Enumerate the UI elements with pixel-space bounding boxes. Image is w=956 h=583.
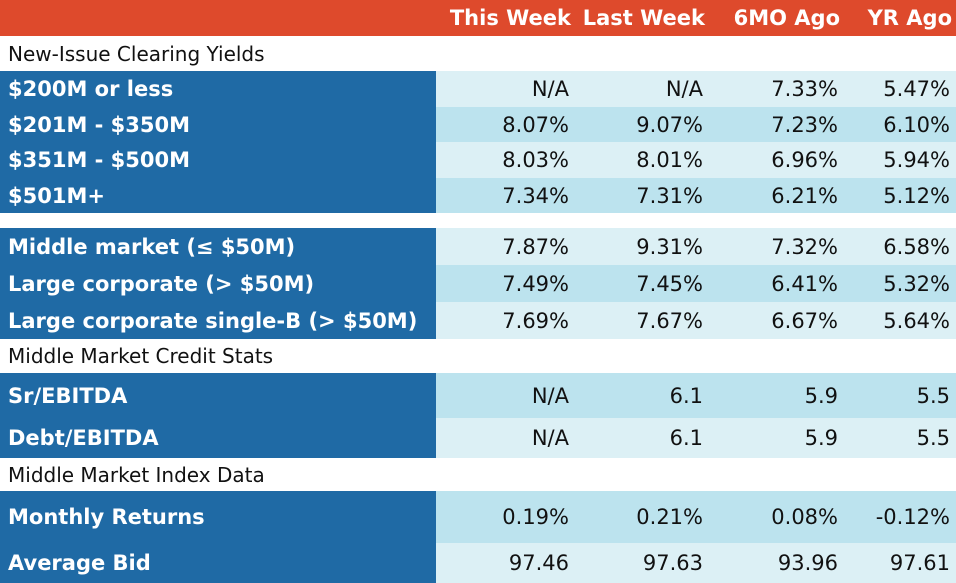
- value-cell: 7.69%: [436, 302, 577, 339]
- section-title: Middle Market Credit Stats: [8, 344, 274, 368]
- row-label: Debt/EBITDA: [0, 418, 436, 458]
- value-cell: 9.07%: [577, 107, 711, 142]
- value-cell: 9.31%: [577, 228, 711, 265]
- value-cell: 7.33%: [711, 71, 846, 107]
- value-cell: 7.32%: [711, 228, 846, 265]
- row-label: $200M or less: [0, 71, 436, 107]
- value-cell: 6.21%: [711, 178, 846, 213]
- value-cell: 5.94%: [846, 142, 956, 178]
- value-cell: 6.10%: [846, 107, 956, 142]
- value-cell: 0.08%: [711, 491, 846, 543]
- value-cell: 7.23%: [711, 107, 846, 142]
- table-row: Middle market (≤ $50M) 7.87% 9.31% 7.32% 6.5…: [0, 228, 956, 265]
- value-cell: 7.87%: [436, 228, 577, 265]
- table-row: Monthly Returns 0.19% 0.21% 0.08% -0.12%: [0, 491, 956, 543]
- row-label: Average Bid: [0, 543, 436, 583]
- table-row: Sr/EBITDA N/A 6.1 5.9 5.5: [0, 373, 956, 418]
- value-cell: 8.01%: [577, 142, 711, 178]
- value-cell: 7.31%: [577, 178, 711, 213]
- row-label: Sr/EBITDA: [0, 373, 436, 418]
- value-cell: 5.9: [711, 373, 846, 418]
- value-cell: 93.96: [711, 543, 846, 583]
- value-cell: 97.46: [436, 543, 577, 583]
- value-cell: 7.67%: [577, 302, 711, 339]
- value-cell: 5.32%: [846, 265, 956, 302]
- table-row: Large corporate single-B (> $50M) 7.69% 7.…: [0, 302, 956, 339]
- value-cell: 8.03%: [436, 142, 577, 178]
- section-title-row: Middle Market Credit Stats: [0, 339, 956, 373]
- section-title-row: New-Issue Clearing Yields: [0, 36, 956, 71]
- column-header: YR Ago: [867, 6, 952, 30]
- column-header: 6MO Ago: [733, 6, 840, 30]
- value-cell: 5.9: [711, 418, 846, 458]
- value-cell: 7.34%: [436, 178, 577, 213]
- value-cell: 7.45%: [577, 265, 711, 302]
- table-row: $200M or less N/A N/A 7.33% 5.47%: [0, 71, 956, 107]
- value-cell: -0.12%: [846, 491, 956, 543]
- value-cell: 97.61: [846, 543, 956, 583]
- section-title-row: Middle Market Index Data: [0, 458, 956, 491]
- value-cell: 6.58%: [846, 228, 956, 265]
- value-cell: 6.96%: [711, 142, 846, 178]
- value-cell: 5.64%: [846, 302, 956, 339]
- value-cell: 5.12%: [846, 178, 956, 213]
- row-label: $201M - $350M: [0, 107, 436, 142]
- value-cell: 6.41%: [711, 265, 846, 302]
- row-label: Large corporate (> $50M): [0, 265, 436, 302]
- row-label: $351M - $500M: [0, 142, 436, 178]
- table-row: Large corporate (> $50M) 7.49% 7.45% 6.41% 5…: [0, 265, 956, 302]
- section-title: New-Issue Clearing Yields: [8, 41, 265, 66]
- table-row: Average Bid 97.46 97.63 93.96 97.61: [0, 543, 956, 583]
- value-cell: 8.07%: [436, 107, 577, 142]
- value-cell: N/A: [436, 71, 577, 107]
- row-label: Large corporate single-B (> $50M): [0, 302, 436, 339]
- table-row: $351M - $500M 8.03% 8.01% 6.96% 5.94%: [0, 142, 956, 178]
- value-cell: N/A: [436, 373, 577, 418]
- value-cell: 5.5: [846, 373, 956, 418]
- row-label: $501M+: [0, 178, 436, 213]
- section-divider: [0, 213, 956, 228]
- table-row: $501M+ 7.34% 7.31% 6.21% 5.12%: [0, 178, 956, 213]
- section-title: Middle Market Index Data: [8, 462, 265, 487]
- value-cell: 6.1: [577, 373, 711, 418]
- table-row: $201M - $350M 8.07% 9.07% 7.23% 6.10%: [0, 107, 956, 142]
- value-cell: 5.5: [846, 418, 956, 458]
- row-label: Monthly Returns: [0, 491, 436, 543]
- value-cell: 97.63: [577, 543, 711, 583]
- column-header: This Week: [449, 6, 571, 30]
- header-row: This Week Last Week 6MO Ago YR Ago: [0, 0, 956, 36]
- value-cell: N/A: [436, 418, 577, 458]
- value-cell: N/A: [577, 71, 711, 107]
- value-cell: 6.67%: [711, 302, 846, 339]
- column-header: Last Week: [582, 6, 705, 30]
- table-row: Debt/EBITDA N/A 6.1 5.9 5.5: [0, 418, 956, 458]
- value-cell: 5.47%: [846, 71, 956, 107]
- value-cell: 0.21%: [577, 491, 711, 543]
- value-cell: 7.49%: [436, 265, 577, 302]
- value-cell: 6.1: [577, 418, 711, 458]
- value-cell: 0.19%: [436, 491, 577, 543]
- row-label: Middle market (≤ $50M): [0, 228, 436, 265]
